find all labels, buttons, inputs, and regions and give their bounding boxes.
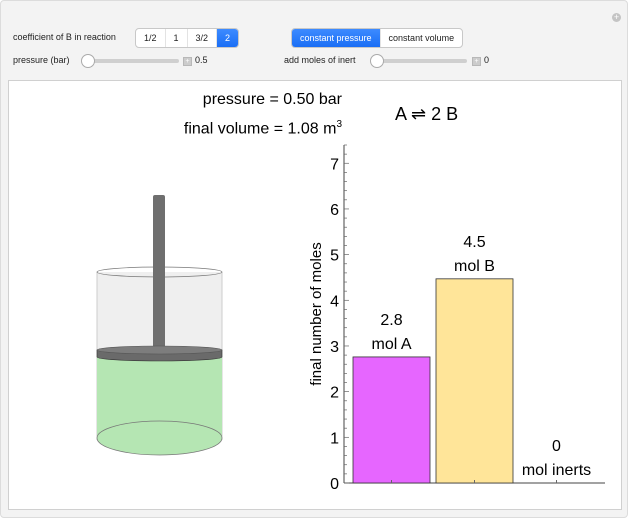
coefficient-option-3-2[interactable]: 3/2 — [188, 29, 218, 47]
bar-name-label: mol inerts — [522, 462, 591, 479]
coefficient-option-1[interactable]: 1 — [166, 29, 188, 47]
y-tick-label: 4 — [330, 293, 339, 310]
coefficient-option-2[interactable]: 2 — [217, 29, 239, 47]
piston-rod — [153, 195, 165, 350]
bar-0 — [352, 356, 431, 484]
mode-constant-volume[interactable]: constant volume — [388, 33, 455, 43]
volume-exponent: 3 — [336, 119, 342, 130]
coefficient-selector: 1/2 1 3/2 2 — [135, 28, 240, 48]
pressure-readout: pressure = 0.50 bar — [202, 91, 342, 108]
bar-name-label: mol A — [371, 336, 411, 353]
volume-text: final volume = 1.08 m — [183, 120, 337, 138]
bar-value-label: 4.5 — [463, 234, 485, 251]
pressure-slider-knob[interactable] — [81, 54, 95, 68]
bar-1 — [435, 278, 514, 484]
y-tick-label: 6 — [330, 202, 339, 219]
pressure-slider[interactable] — [81, 54, 179, 68]
cylinder — [96, 195, 223, 456]
inert-label: add moles of inert — [284, 55, 356, 65]
bar-value-label: 0 — [552, 438, 561, 455]
y-tick-label: 7 — [330, 156, 339, 173]
y-tick-label: 3 — [330, 339, 339, 356]
bar-value-label: 2.8 — [380, 312, 402, 329]
inert-slider-knob[interactable] — [370, 54, 384, 68]
reaction-equation: A ⇌ 2 B — [395, 104, 459, 124]
piston-top — [96, 345, 223, 355]
mode-selector: constant pressure constant volume — [291, 28, 464, 48]
bar-chart: 0 1 2 3 4 5 6 7 final number of moles 2.8 mol A 4.5… — [308, 144, 605, 493]
pressure-expand-icon[interactable]: + — [183, 57, 192, 66]
y-tick-label: 5 — [330, 248, 339, 265]
add-icon[interactable]: + — [612, 12, 621, 22]
y-tick-label: 2 — [330, 385, 339, 402]
bar-name-label: mol B — [454, 258, 495, 275]
y-tick-label: 1 — [330, 430, 339, 447]
y-axis-label: final number of moles — [308, 242, 325, 385]
volume-readout: final volume = 1.08 m3 — [184, 119, 342, 138]
coefficient-label: coefficient of B in reaction — [13, 32, 116, 42]
pressure-label: pressure (bar) — [13, 55, 70, 65]
cylinder-bottom — [96, 420, 223, 456]
mode-constant-pressure[interactable]: constant pressure — [292, 29, 381, 47]
inert-slider[interactable] — [370, 54, 467, 68]
coefficient-option-1-2[interactable]: 1/2 — [136, 29, 166, 47]
y-tick-label: 0 — [330, 476, 339, 493]
pressure-value: 0.5 — [195, 55, 208, 65]
inert-value: 0 — [484, 55, 490, 65]
inert-expand-icon[interactable]: + — [472, 57, 481, 66]
